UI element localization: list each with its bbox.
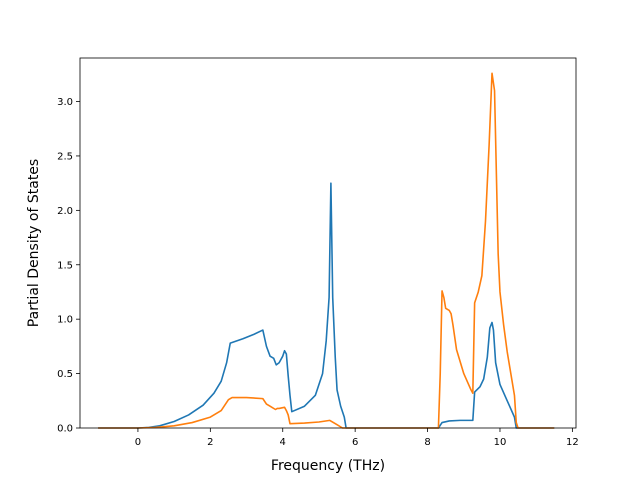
x-tick-label: 12 <box>566 437 579 448</box>
x-tick-label: 4 <box>280 437 286 448</box>
x-axis-ticks: 0 2 4 6 8 10 12 <box>135 428 579 448</box>
x-tick-label: 6 <box>352 437 358 448</box>
y-tick-label: 0.0 <box>57 424 73 435</box>
x-tick-label: 10 <box>494 437 507 448</box>
y-tick-label: 1.0 <box>57 315 73 326</box>
y-tick-label: 2.0 <box>57 206 73 217</box>
plot-frame <box>79 57 577 429</box>
series-lines <box>98 72 555 429</box>
x-tick-label: 0 <box>135 437 141 448</box>
y-tick-label: 3.0 <box>57 97 73 108</box>
y-tick-label: 2.5 <box>57 151 73 162</box>
y-tick-label: 1.5 <box>57 260 73 271</box>
x-tick-label: 8 <box>424 437 430 448</box>
y-axis-ticks: 0.0 0.5 1.0 1.5 2.0 2.5 3.0 <box>57 97 80 435</box>
series-line-1 <box>98 182 555 429</box>
y-tick-label: 0.5 <box>57 369 73 380</box>
x-axis-label: Frequency (THz) <box>271 458 385 474</box>
series-line-2 <box>98 72 555 429</box>
y-axis-label: Partial Density of States <box>26 159 42 327</box>
x-tick-label: 2 <box>207 437 213 448</box>
